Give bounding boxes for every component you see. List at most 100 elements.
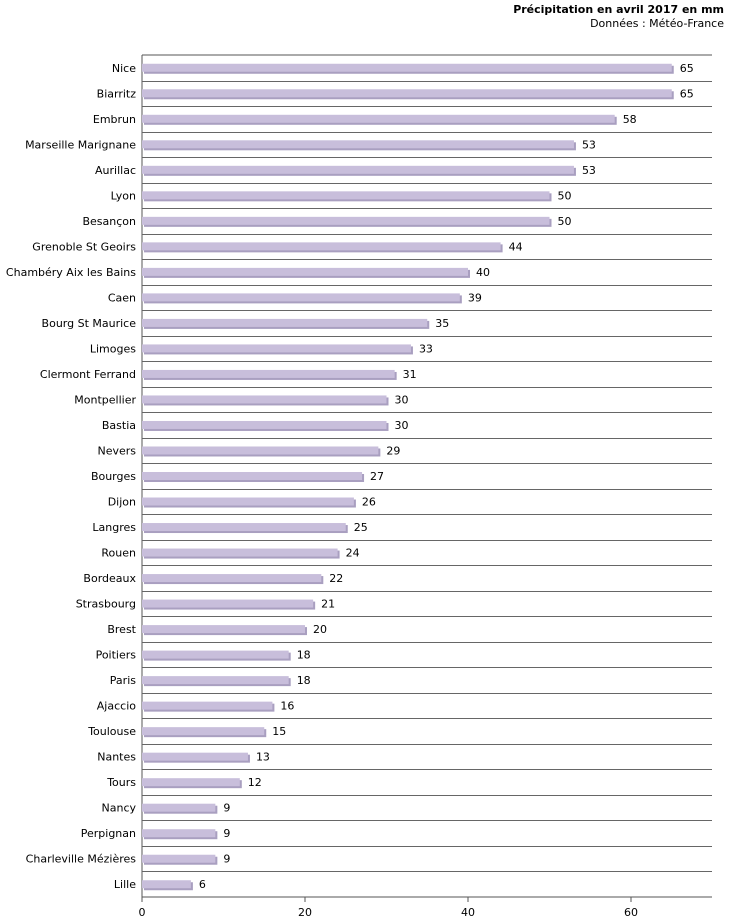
x-tick-label: 60 bbox=[624, 906, 638, 919]
category-label: Langres bbox=[92, 521, 136, 534]
data-label: 58 bbox=[623, 113, 637, 126]
bar bbox=[142, 165, 574, 174]
category-label: Marseille Marignane bbox=[25, 138, 136, 151]
data-label: 30 bbox=[395, 419, 409, 432]
x-tick-label: 20 bbox=[298, 906, 312, 919]
chart-title: Précipitation en avril 2017 en mm bbox=[513, 3, 724, 16]
category-label: Biarritz bbox=[97, 87, 137, 100]
bar bbox=[142, 242, 501, 251]
category-label: Charleville Mézières bbox=[26, 853, 137, 866]
category-label: Strasbourg bbox=[76, 598, 136, 611]
x-tick-label: 40 bbox=[461, 906, 475, 919]
data-label: 21 bbox=[321, 598, 335, 611]
data-label: 22 bbox=[329, 572, 343, 585]
category-label: Chambéry Aix les Bains bbox=[6, 266, 136, 279]
category-label: Bordeaux bbox=[83, 572, 136, 585]
category-label: Embrun bbox=[93, 113, 136, 126]
bar bbox=[142, 140, 574, 149]
bar bbox=[142, 63, 672, 72]
category-label: Ajaccio bbox=[97, 700, 136, 713]
category-label: Perpignan bbox=[81, 827, 136, 840]
category-label: Paris bbox=[110, 674, 136, 687]
data-label: 13 bbox=[256, 751, 270, 764]
bar bbox=[142, 854, 216, 863]
x-tick-label: 0 bbox=[139, 906, 146, 919]
data-label: 39 bbox=[468, 291, 482, 304]
category-label: Besançon bbox=[82, 215, 136, 228]
category-label: Clermont Ferrand bbox=[40, 368, 136, 381]
chart-subtitle: Données : Météo-France bbox=[590, 17, 724, 30]
data-label: 44 bbox=[509, 240, 523, 253]
category-label: Aurillac bbox=[95, 164, 136, 177]
data-label: 6 bbox=[199, 878, 206, 891]
data-label: 9 bbox=[223, 802, 230, 815]
data-label: 33 bbox=[419, 342, 433, 355]
data-label: 16 bbox=[280, 700, 294, 713]
bar bbox=[142, 727, 265, 736]
data-label: 15 bbox=[272, 725, 286, 738]
bar bbox=[142, 344, 411, 353]
bar bbox=[142, 369, 395, 378]
bar bbox=[142, 880, 191, 889]
bar bbox=[142, 216, 550, 225]
data-label: 9 bbox=[223, 853, 230, 866]
data-label: 18 bbox=[297, 674, 311, 687]
data-label: 50 bbox=[558, 215, 572, 228]
bar bbox=[142, 446, 379, 455]
data-label: 53 bbox=[582, 164, 596, 177]
bar bbox=[142, 89, 672, 98]
data-label: 53 bbox=[582, 138, 596, 151]
bar bbox=[142, 752, 248, 761]
chart-title-block: Précipitation en avril 2017 en mm Donnée… bbox=[513, 3, 724, 30]
data-label: 26 bbox=[362, 496, 376, 509]
bar bbox=[142, 625, 305, 634]
category-label: Bastia bbox=[102, 419, 136, 432]
bar bbox=[142, 574, 322, 583]
category-label: Bourg St Maurice bbox=[42, 317, 137, 330]
bar bbox=[142, 523, 346, 532]
bar bbox=[142, 497, 354, 506]
data-label: 65 bbox=[680, 62, 694, 75]
category-label: Lille bbox=[114, 878, 136, 891]
bar bbox=[142, 829, 216, 838]
bar bbox=[142, 114, 615, 123]
data-label: 50 bbox=[558, 189, 572, 202]
bar bbox=[142, 293, 460, 302]
bar bbox=[142, 472, 363, 480]
bar bbox=[142, 599, 314, 608]
data-label: 35 bbox=[435, 317, 449, 330]
category-label: Bourges bbox=[91, 470, 136, 483]
bar bbox=[142, 548, 338, 557]
bar bbox=[142, 395, 387, 404]
data-label: 20 bbox=[313, 623, 327, 636]
data-label: 30 bbox=[395, 393, 409, 406]
category-label: Tours bbox=[106, 776, 136, 789]
category-label: Caen bbox=[108, 291, 136, 304]
data-label: 18 bbox=[297, 649, 311, 662]
bar bbox=[142, 420, 387, 429]
data-label: 40 bbox=[476, 266, 490, 279]
category-label: Nevers bbox=[97, 444, 136, 457]
data-label: 27 bbox=[370, 470, 384, 483]
category-label: Dijon bbox=[108, 496, 136, 509]
data-label: 31 bbox=[403, 368, 417, 381]
bar bbox=[142, 650, 289, 659]
data-label: 9 bbox=[223, 827, 230, 840]
bar bbox=[142, 267, 468, 276]
data-label: 65 bbox=[680, 87, 694, 100]
category-label: Brest bbox=[107, 623, 136, 636]
category-label: Nice bbox=[112, 62, 136, 75]
category-label: Toulouse bbox=[87, 725, 136, 738]
bar bbox=[142, 676, 289, 685]
bar bbox=[142, 803, 216, 812]
category-label: Nancy bbox=[102, 802, 137, 815]
data-label: 12 bbox=[248, 776, 262, 789]
bar bbox=[142, 778, 240, 787]
category-label: Rouen bbox=[101, 547, 136, 560]
bar bbox=[142, 191, 550, 200]
category-label: Poitiers bbox=[96, 649, 137, 662]
data-label: 24 bbox=[346, 547, 360, 560]
category-label: Limoges bbox=[90, 342, 136, 355]
category-label: Nantes bbox=[97, 751, 136, 764]
